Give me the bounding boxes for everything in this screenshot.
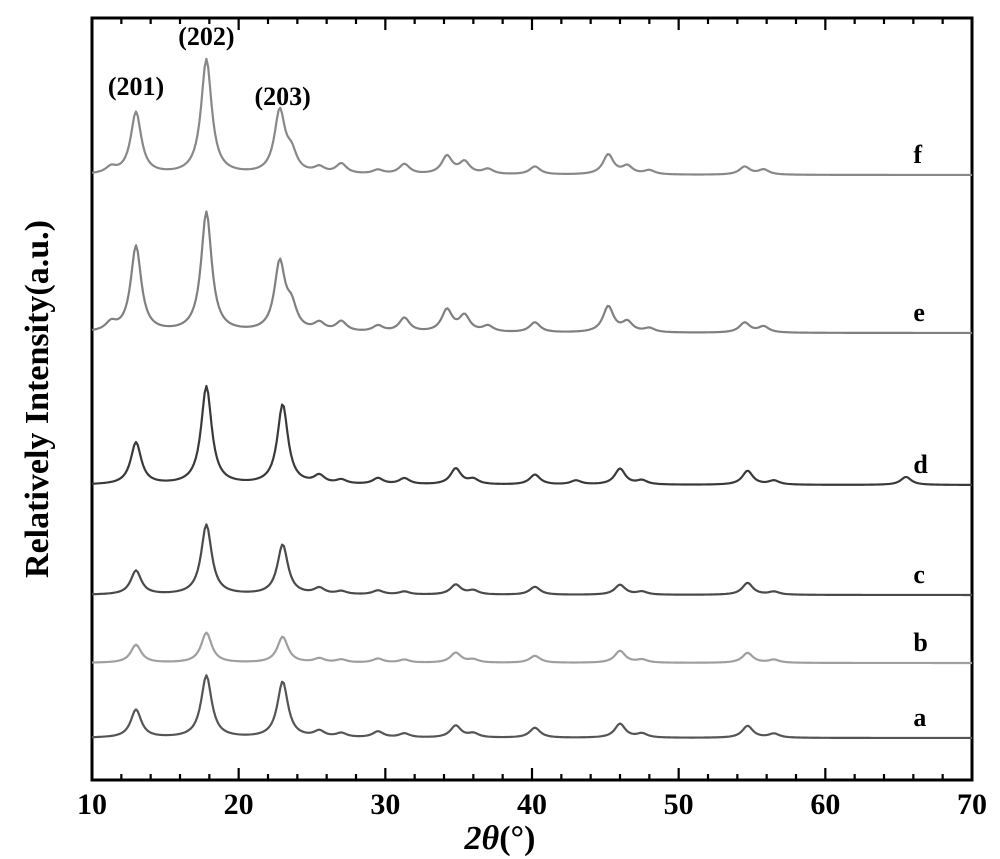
series-label-a: a [913, 703, 926, 732]
x-tick-label: 20 [224, 788, 254, 821]
x-tick-label: 30 [370, 788, 400, 821]
series-b [92, 633, 972, 663]
x-tick-label: 10 [77, 788, 107, 821]
xrd-chart: Relatively Intensity(a.u.) 1020304050607… [0, 0, 1000, 859]
x-tick-label: 40 [517, 788, 547, 821]
series-c [92, 524, 972, 595]
series-d [92, 386, 972, 485]
plot-svg: 10 20 30 40 50 60 70 a b c d e f (201) (202) (203) [0, 0, 1000, 859]
peak-label: (202) [178, 22, 234, 51]
series-f [92, 59, 972, 175]
series-label-d: d [913, 450, 928, 479]
peak-label: (203) [255, 82, 311, 111]
series-label-b: b [913, 628, 927, 657]
series-a [92, 675, 972, 738]
peak-label: (201) [108, 72, 164, 101]
series-label-c: c [913, 560, 925, 589]
x-tick-label: 70 [957, 788, 987, 821]
series-label-e: e [913, 298, 925, 327]
series-label-f: f [913, 140, 922, 169]
x-tick-label: 60 [810, 788, 840, 821]
x-tick-label: 50 [664, 788, 694, 821]
series-e [92, 212, 972, 333]
